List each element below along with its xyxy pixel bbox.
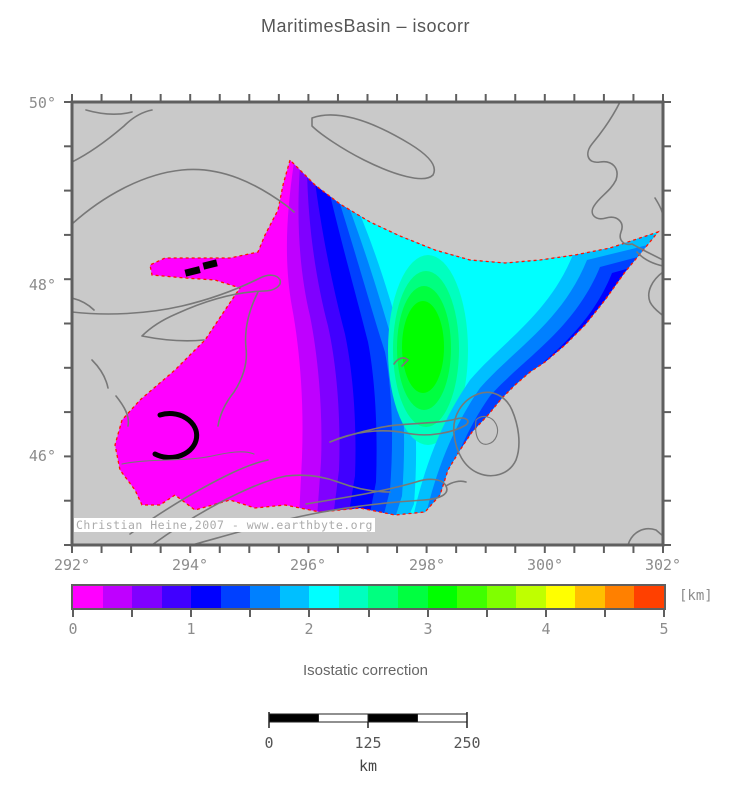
colorbar-label-1: 1 xyxy=(186,620,196,638)
colorbar-label-4: 4 xyxy=(541,620,551,638)
scalebar-unit: km xyxy=(358,757,378,775)
colorbar-segment xyxy=(634,586,664,608)
colorbar-tick xyxy=(131,610,134,617)
scale-bar xyxy=(268,712,468,728)
colorbar-segment xyxy=(309,586,339,608)
colorbar-label-2: 2 xyxy=(304,620,314,638)
colorbar-segment xyxy=(545,586,576,608)
colorbar-segment xyxy=(368,586,399,608)
lon-label-292: 292° xyxy=(53,556,91,574)
colorbar-segment xyxy=(575,586,605,608)
colorbar-segment xyxy=(486,586,517,608)
highlight-contours xyxy=(152,259,218,461)
colorbar xyxy=(71,584,666,610)
lat-label-48: 48° xyxy=(28,276,56,294)
colorbar-tick xyxy=(544,610,547,617)
colorbar-segment xyxy=(279,586,310,608)
scalebar-label-125: 125 xyxy=(354,734,382,752)
colorbar-tick xyxy=(367,610,370,617)
colorbar-segment xyxy=(250,586,280,608)
colorbar-segment xyxy=(102,586,133,608)
colorbar-segment xyxy=(457,586,487,608)
colorbar-label-5: 5 xyxy=(659,620,669,638)
colorbar-segment xyxy=(220,586,251,608)
black-contour-ring xyxy=(152,411,200,461)
colorbar-segment xyxy=(427,586,458,608)
colorbar-tick xyxy=(485,610,488,617)
scalebar-label-0: 0 xyxy=(264,734,274,752)
colorbar-label-0: 0 xyxy=(68,620,78,638)
colorbar-tick xyxy=(663,610,665,617)
lon-label-300: 300° xyxy=(526,556,564,574)
lat-label-46: 46° xyxy=(28,447,56,465)
coastlines xyxy=(72,102,663,545)
colorbar-segment xyxy=(398,586,428,608)
map-area xyxy=(72,102,663,545)
colorbar-label-3: 3 xyxy=(423,620,433,638)
colorbar-segment xyxy=(338,586,369,608)
figure-title: MaritimesBasin – isocorr xyxy=(260,16,471,36)
colorbar-tick xyxy=(426,610,429,617)
lat-label-50: 50° xyxy=(28,94,56,112)
map-canvas xyxy=(64,94,671,553)
colorbar-segment xyxy=(161,586,192,608)
colorbar-unit: [km] xyxy=(679,588,713,604)
colorbar-tick xyxy=(249,610,252,617)
colorbar-tick xyxy=(190,610,193,617)
colorbar-tick xyxy=(308,610,311,617)
colorbar-swatches xyxy=(73,586,664,608)
copyright-note: Christian Heine,2007 - www.earthbyte.org xyxy=(74,518,375,532)
colorbar-segment xyxy=(516,586,546,608)
colorbar-segment xyxy=(73,586,103,608)
colorbar-segment xyxy=(132,586,162,608)
colorbar-segment xyxy=(191,586,221,608)
lon-label-296: 296° xyxy=(289,556,327,574)
lon-label-298: 298° xyxy=(408,556,446,574)
colorbar-tick xyxy=(72,610,74,617)
colorbar-tick xyxy=(603,610,606,617)
map-frame xyxy=(70,100,665,547)
lon-label-294: 294° xyxy=(171,556,209,574)
scalebar-label-250: 250 xyxy=(453,734,481,752)
colorbar-caption: Isostatic correction xyxy=(302,662,429,679)
colorbar-segment xyxy=(604,586,635,608)
lon-label-302: 302° xyxy=(644,556,682,574)
